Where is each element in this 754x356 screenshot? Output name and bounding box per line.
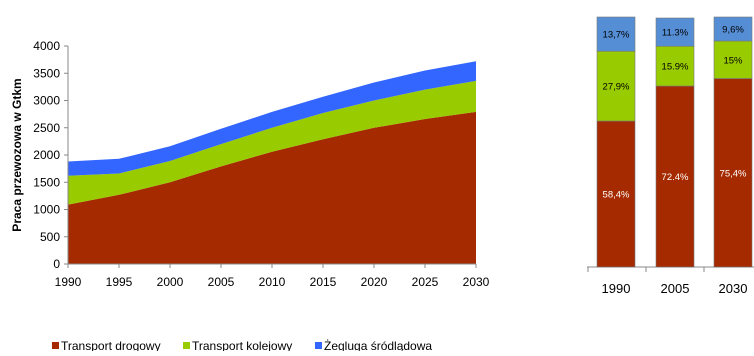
y-tick-label: 2000	[33, 148, 60, 162]
area-series-transport-drogowy	[68, 111, 476, 265]
bar-data-label: 75,4%	[720, 168, 747, 179]
bar-segment-2005-transport-kolejowy	[655, 45, 695, 87]
y-tick-label: 500	[40, 230, 60, 244]
bar-data-label: 9,6%	[722, 25, 744, 36]
area-x-ticks: 1990 1995 2000 2005 2010 2015 2020 2025 2030	[55, 264, 490, 289]
bar-category-label: 1990	[602, 281, 631, 296]
x-tick-label: 2025	[412, 275, 439, 289]
bar-data-label: 72.4%	[662, 172, 689, 183]
y-tick-label: 3500	[33, 66, 60, 80]
bar-segment-1990-transport-drogowy	[596, 120, 636, 268]
legend-label: Żegluga śródlądowa	[324, 339, 432, 351]
bar-segment-2005-transport-drogowy	[655, 85, 695, 268]
bar-segment-1990--egluga-r-dl-dowa	[596, 16, 636, 52]
legend-swatch	[183, 342, 190, 349]
bar-data-label: 15.9%	[662, 62, 689, 73]
y-tick-label: 4000	[33, 39, 60, 53]
area-series--egluga-r-dl-dowa	[68, 61, 476, 176]
x-tick-label: 2030	[463, 275, 490, 289]
y-tick-label: 1500	[33, 175, 60, 189]
x-tick-label: 1995	[106, 275, 133, 289]
area-layers	[68, 61, 476, 265]
legend: Transport drogowy Transport kolejowy Żeglu…	[52, 339, 432, 353]
x-tick-label: 2010	[259, 275, 286, 289]
stacked-percent-bar-chart: 58,4% 27,9% 13,7% 1990 72.4% 15.9% 11.3% 2005 75…	[587, 16, 754, 296]
bar-segment-1990-transport-kolejowy	[596, 50, 636, 122]
legend-label: Transport kolejowy	[192, 339, 292, 351]
x-tick-label: 1990	[55, 275, 82, 289]
y-tick-label: 3000	[33, 94, 60, 108]
y-tick-label: 0	[53, 257, 60, 271]
x-tick-label: 2020	[361, 275, 388, 289]
area-y-ticks: 0 500 1000 1500 2000 2500 3000 3500 4000	[33, 39, 68, 271]
x-tick-label: 2005	[208, 275, 235, 289]
y-tick-label: 1000	[33, 203, 60, 217]
legend-swatch	[315, 342, 322, 349]
bar-data-label: 58,4%	[603, 190, 630, 201]
bar-data-label: 15%	[723, 55, 743, 66]
x-tick-label: 2000	[157, 275, 184, 289]
bar-segment-2005--egluga-r-dl-dowa	[655, 17, 695, 47]
bar-segment-2030--egluga-r-dl-dowa	[713, 16, 753, 42]
y-tick-label: 2500	[33, 121, 60, 135]
area-series-transport-kolejowy	[68, 80, 476, 205]
legend-label: Transport drogowy	[61, 339, 161, 351]
bar-data-label: 27,9%	[603, 82, 630, 93]
legend-swatch	[52, 342, 59, 349]
bar-category-label: 2005	[661, 281, 690, 296]
bar-segment-2030-transport-kolejowy	[713, 40, 753, 79]
y-axis-label: Praca przewozowa w Gtkm	[10, 78, 24, 231]
bar-segment-2030-transport-drogowy	[713, 78, 753, 268]
bar-data-label: 13,7%	[603, 30, 630, 41]
bar-groups: 58,4% 27,9% 13,7% 1990 72.4% 15.9% 11.3% 2005 75…	[587, 16, 753, 296]
x-tick-label: 2015	[310, 275, 337, 289]
bar-category-label: 2030	[719, 281, 748, 296]
bar-data-label: 11.3%	[662, 28, 689, 39]
